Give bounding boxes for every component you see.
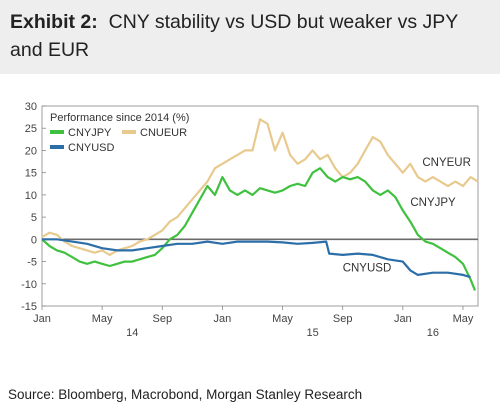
y-axis: 30 25 20 15 10 5 0 -5 -10 -15	[21, 101, 46, 313]
y-tick-label: 20	[25, 145, 37, 157]
series-label-cnyusd: CNYUSD	[343, 262, 392, 274]
x-tick-label: Jan	[214, 313, 232, 325]
legend-label-cnyusd: CNYUSD	[68, 142, 115, 154]
y-tick-label: 25	[25, 123, 37, 135]
title-text: CNY stability vs USD but weaker vs JPY a…	[10, 11, 458, 61]
plot-border	[41, 105, 479, 307]
x-axis: Jan May Sep Jan May Sep Jan May 14 15 16	[33, 306, 474, 339]
series-lines	[41, 118, 479, 291]
x-year-label: 16	[427, 327, 439, 339]
legend-title: Performance since 2014 (%)	[50, 112, 189, 124]
x-tick-label: May	[272, 313, 293, 325]
series-labels: CNYJPY CNYEUR CNYUSD	[343, 157, 471, 274]
chart-container: 30 25 20 15 10 5 0 -5 -10 -15 Jan May Sep Jan May Sep J…	[0, 94, 500, 384]
series-line-cnueur	[41, 118, 479, 256]
series-line-cnyjpy	[41, 167, 477, 291]
legend-label-cnueur: CNUEUR	[140, 127, 187, 139]
series-line-cnyusd	[42, 238, 471, 279]
x-tick-label: Jan	[33, 313, 51, 325]
legend: Performance since 2014 (%) CNYJPY CNUEUR CN…	[50, 112, 189, 154]
x-tick-label: Jan	[394, 313, 412, 325]
x-tick-label: Sep	[152, 313, 172, 325]
source-note: Source: Bloomberg, Macrobond, Morgan Sta…	[8, 387, 363, 402]
y-tick-label: -10	[21, 279, 37, 291]
y-tick-label: 0	[31, 234, 37, 246]
y-tick-label: 30	[25, 101, 37, 113]
x-tick-label: May	[453, 313, 474, 325]
y-tick-label: 5	[31, 212, 37, 224]
legend-label-cnyjpy: CNYJPY	[68, 127, 112, 139]
title-band	[0, 0, 500, 74]
exhibit-label: Exhibit 2:	[10, 11, 98, 33]
x-year-label: 14	[126, 327, 138, 339]
y-tick-label: -15	[21, 301, 37, 313]
series-label-cnyjpy: CNYJPY	[410, 197, 456, 209]
y-tick-label: 10	[25, 190, 37, 202]
series-label-cnueur: CNYEUR	[422, 157, 471, 169]
page-title: Exhibit 2: CNY stability vs USD but weak…	[10, 8, 490, 64]
y-tick-label: -5	[27, 257, 37, 269]
plot-frame	[41, 105, 479, 307]
x-tick-label: Sep	[333, 313, 353, 325]
x-tick-label: May	[92, 313, 113, 325]
x-year-label: 15	[306, 327, 318, 339]
y-tick-label: 15	[25, 168, 37, 180]
